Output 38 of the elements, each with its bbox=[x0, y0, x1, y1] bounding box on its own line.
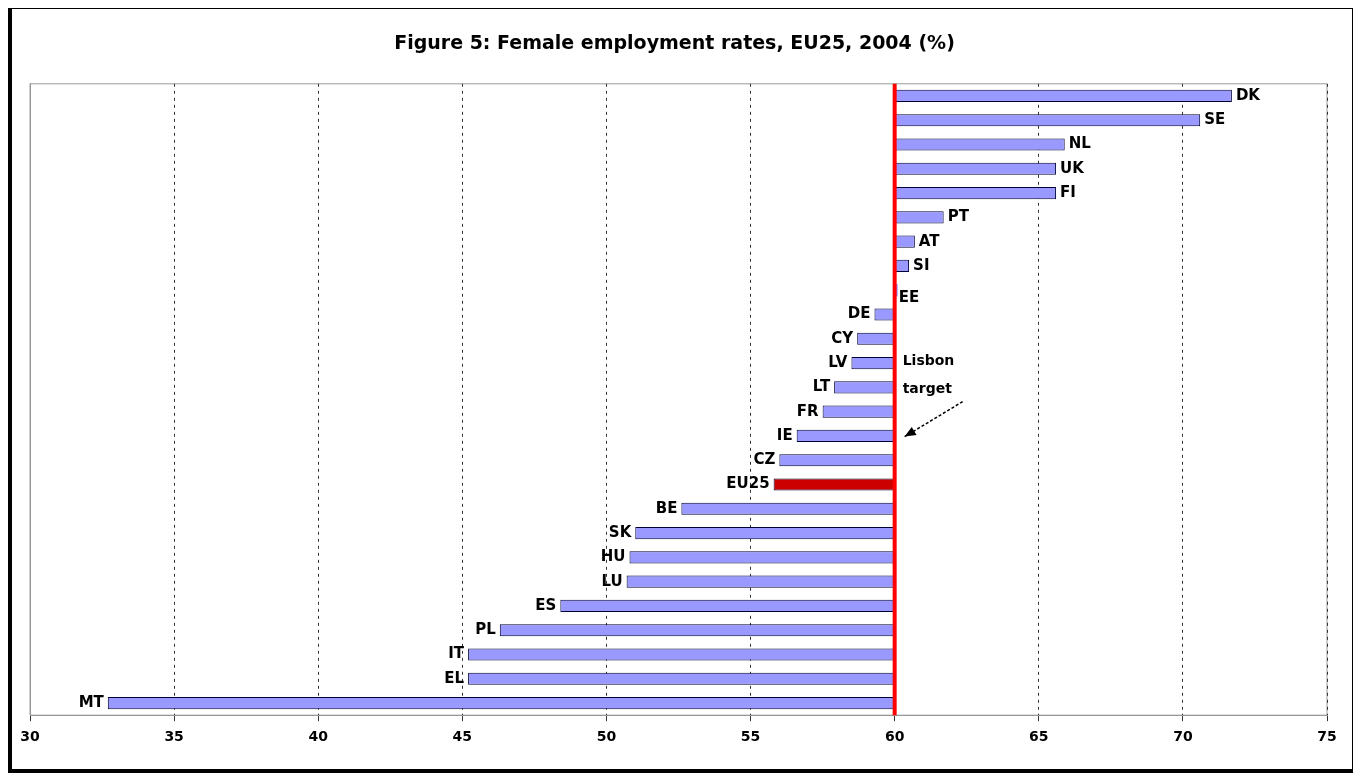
y-tick-label: ES bbox=[535, 595, 557, 614]
x-tick-label: 50 bbox=[596, 728, 617, 745]
y-tick-label: DK bbox=[1235, 85, 1262, 104]
y-tick-label: HU bbox=[600, 547, 626, 566]
y-tick-label: IT bbox=[448, 644, 465, 663]
y-tick-label: AT bbox=[918, 231, 941, 250]
x-tick-label: 30 bbox=[20, 728, 40, 745]
y-tick-label: LU bbox=[601, 571, 623, 590]
y-tick-label: BE bbox=[655, 498, 678, 517]
x-tick-label: 55 bbox=[740, 728, 761, 745]
y-tick-label: FR bbox=[796, 401, 820, 420]
x-tick-label: 60 bbox=[884, 728, 905, 745]
y-tick-label: EL bbox=[444, 668, 465, 687]
y-tick-label: NL bbox=[1068, 134, 1092, 153]
y-tick-label: EU25 bbox=[726, 474, 770, 493]
y-tick-label: FI bbox=[1060, 182, 1076, 201]
y-tick-label: SK bbox=[608, 522, 633, 541]
y-tick-label: CY bbox=[831, 328, 855, 347]
y-tick-label: EE bbox=[898, 288, 920, 307]
y-tick-label: PL bbox=[475, 620, 497, 639]
y-tick-label: SI bbox=[913, 255, 930, 274]
x-tick-label: 35 bbox=[164, 728, 184, 745]
x-tick-label: 65 bbox=[1029, 728, 1049, 745]
x-tick-label: 45 bbox=[452, 728, 473, 745]
y-tick-label: SE bbox=[1204, 110, 1226, 129]
x-tick-label: 40 bbox=[308, 728, 329, 745]
y-tick-label: MT bbox=[78, 692, 105, 711]
y-tick-label: UK bbox=[1060, 158, 1086, 177]
y-tick-label: PT bbox=[947, 207, 970, 226]
ref-line-label: Lisbon target bbox=[902, 352, 955, 397]
x-tick-label: 75 bbox=[1317, 728, 1337, 745]
chart-title: Figure 5: Female employment rates, EU25, 2004 (%) bbox=[394, 31, 955, 54]
y-tick-label: CZ bbox=[753, 450, 776, 469]
y-tick-label: DE bbox=[847, 304, 871, 323]
y-tick-label: LV bbox=[828, 352, 848, 371]
y-tick-label: IE bbox=[776, 425, 793, 444]
x-tick-label: 70 bbox=[1173, 728, 1193, 745]
y-tick-label: LT bbox=[812, 377, 831, 396]
